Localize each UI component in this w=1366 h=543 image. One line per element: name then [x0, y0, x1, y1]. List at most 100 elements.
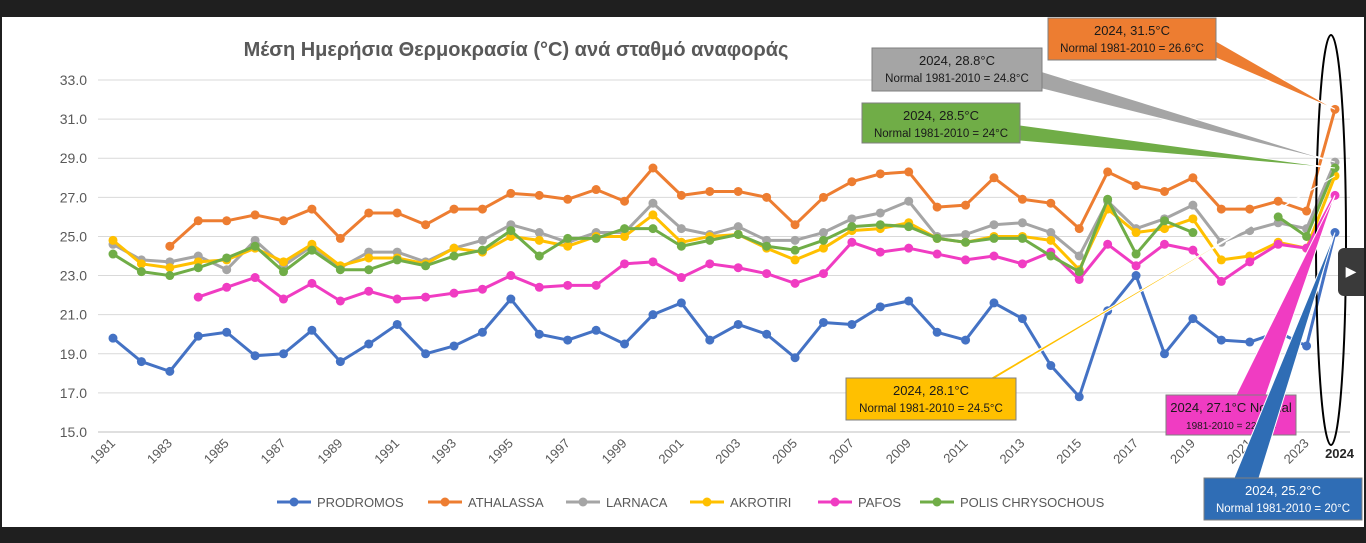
data-point — [790, 278, 800, 288]
data-point — [989, 173, 999, 183]
data-point — [534, 228, 544, 238]
data-point — [818, 269, 828, 279]
data-point — [932, 249, 942, 259]
data-point — [1131, 271, 1141, 281]
data-point — [1046, 251, 1056, 261]
data-point — [421, 261, 431, 271]
data-point — [534, 329, 544, 339]
data-point — [961, 255, 971, 265]
data-point — [1188, 173, 1198, 183]
data-point — [364, 339, 374, 349]
data-point — [932, 202, 942, 212]
data-point — [307, 245, 317, 255]
data-point — [222, 327, 232, 337]
data-point — [335, 357, 345, 367]
data-point — [1159, 239, 1169, 249]
data-point — [279, 216, 289, 226]
data-point — [563, 233, 573, 243]
data-point — [1131, 249, 1141, 259]
data-point — [165, 271, 175, 281]
data-point — [449, 251, 459, 261]
data-point — [563, 241, 573, 251]
data-point — [620, 224, 630, 234]
data-point — [847, 222, 857, 232]
data-point — [136, 357, 146, 367]
data-point — [1302, 341, 1312, 351]
data-point — [335, 265, 345, 275]
data-point — [165, 241, 175, 251]
data-point — [1046, 198, 1056, 208]
data-point — [1103, 194, 1113, 204]
callout-line2: Normal 1981-2010 = 24.8°C — [885, 73, 1029, 85]
data-point — [1302, 231, 1312, 241]
data-point — [1017, 194, 1027, 204]
data-point — [847, 177, 857, 187]
y-tick-label: 15.0 — [60, 424, 87, 440]
series-line-athalassa — [168, 108, 1337, 248]
data-point — [279, 294, 289, 304]
data-point — [1188, 314, 1198, 324]
data-point — [591, 233, 601, 243]
data-point — [790, 255, 800, 265]
data-point — [506, 294, 516, 304]
data-point — [477, 245, 487, 255]
legend-label: PAFOS — [858, 495, 901, 510]
side-panel-handle[interactable]: ▶ — [1338, 248, 1364, 296]
legend-swatch-marker — [289, 497, 299, 507]
data-point — [705, 259, 715, 269]
data-point — [847, 214, 857, 224]
data-point — [1131, 261, 1141, 271]
data-point — [620, 339, 630, 349]
data-point — [250, 241, 260, 251]
data-point — [1159, 216, 1169, 226]
data-point — [790, 245, 800, 255]
data-point — [648, 224, 658, 234]
series-line-larnaca — [112, 161, 1337, 272]
data-point — [676, 224, 686, 234]
data-point — [108, 333, 118, 343]
data-point — [222, 216, 232, 226]
data-point — [790, 235, 800, 245]
series-line-prodromos — [112, 232, 1337, 399]
callout-line1: 2024, 28.5°C — [903, 108, 979, 123]
data-point — [591, 280, 601, 290]
data-point — [364, 265, 374, 275]
callout-line1: 2024, 28.1°C — [893, 383, 969, 398]
data-point — [818, 192, 828, 202]
data-point — [250, 210, 260, 220]
legend-label: POLIS CHRYSOCHOUS — [960, 495, 1105, 510]
data-point — [193, 292, 203, 302]
data-point — [563, 280, 573, 290]
data-point — [1273, 196, 1283, 206]
callout-box — [1047, 17, 1217, 61]
data-point — [989, 298, 999, 308]
series-line-akrotiri — [112, 175, 1337, 272]
callout-box — [861, 102, 1021, 144]
data-point — [477, 327, 487, 337]
data-point — [648, 310, 658, 320]
data-point — [136, 267, 146, 277]
data-point — [932, 233, 942, 243]
data-point — [193, 263, 203, 273]
y-tick-label: 21.0 — [60, 307, 87, 323]
data-point — [1216, 255, 1226, 265]
data-point — [1188, 228, 1198, 238]
data-point — [250, 351, 260, 361]
data-point — [307, 204, 317, 214]
data-point — [676, 298, 686, 308]
data-point — [1245, 337, 1255, 347]
data-point — [1273, 239, 1283, 249]
data-point — [762, 241, 772, 251]
data-point — [506, 271, 516, 281]
y-tick-label: 33.0 — [60, 72, 87, 88]
data-point — [762, 329, 772, 339]
data-point — [1074, 251, 1084, 261]
data-point — [449, 341, 459, 351]
data-point — [961, 229, 971, 239]
data-point — [534, 190, 544, 200]
data-point — [1017, 259, 1027, 269]
data-point — [648, 198, 658, 208]
data-point — [222, 282, 232, 292]
data-point — [875, 247, 885, 257]
